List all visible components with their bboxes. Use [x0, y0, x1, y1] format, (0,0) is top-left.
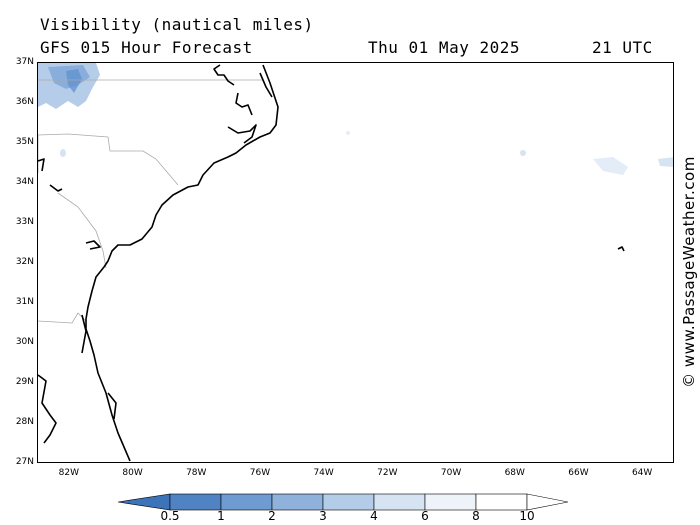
- lat-label: 30N: [15, 337, 34, 347]
- lat-label: 34N: [15, 177, 34, 187]
- visibility-colorbar: [118, 493, 568, 511]
- colorbar-low-arrow: [118, 493, 171, 511]
- forecast-date: Thu 01 May 2025: [368, 38, 520, 57]
- lat-label: 31N: [15, 297, 34, 307]
- forecast-subtitle: GFS 015 Hour Forecast: [40, 38, 253, 57]
- lon-label: 82W: [58, 468, 80, 478]
- colorbar-label: 1: [217, 509, 225, 523]
- credit-text: © www.PassageWeather.com: [680, 156, 698, 388]
- colorbar-label: 3: [319, 509, 327, 523]
- lon-label: 80W: [122, 468, 143, 478]
- lat-label: 27N: [15, 457, 34, 467]
- visibility-shading: [38, 63, 673, 175]
- lat-label: 36N: [15, 97, 34, 107]
- colorbar-segment: [424, 493, 477, 511]
- colorbar-segment: [475, 493, 528, 511]
- lon-label: 78W: [186, 468, 207, 478]
- state-borders: [38, 79, 263, 324]
- colorbar-segment: [169, 493, 222, 511]
- lon-label: 72W: [377, 468, 398, 478]
- lat-label: 37N: [15, 57, 34, 67]
- lon-label: 74W: [313, 468, 334, 478]
- lon-label: 70W: [440, 468, 462, 478]
- map-canvas: [38, 63, 673, 462]
- lat-label: 29N: [15, 377, 34, 387]
- lon-label: 66W: [568, 468, 589, 478]
- lat-label: 32N: [15, 257, 34, 267]
- lon-label: 64W: [631, 468, 653, 478]
- colorbar-label: 2: [268, 509, 276, 523]
- forecast-hour: 21 UTC: [592, 38, 653, 57]
- colorbar-segment: [373, 493, 426, 511]
- colorbar-high-arrow: [526, 493, 568, 511]
- colorbar-label: 10: [519, 509, 535, 523]
- lon-label: 76W: [249, 468, 271, 478]
- map-title: Visibility (nautical miles): [40, 15, 314, 34]
- colorbar-label: 8: [472, 509, 480, 523]
- lon-label: 68W: [504, 468, 525, 478]
- map-area: [37, 62, 674, 463]
- colorbar-segment: [322, 493, 375, 511]
- lat-label: 28N: [15, 417, 34, 427]
- colorbar-label: 6: [421, 509, 429, 523]
- colorbar-segment: [271, 493, 324, 511]
- colorbar-segment: [220, 493, 273, 511]
- colorbar-label: 0.5: [160, 509, 180, 523]
- colorbar-label: 4: [370, 509, 378, 523]
- coastline: [38, 64, 625, 462]
- lat-label: 33N: [15, 217, 34, 227]
- lat-label: 35N: [15, 137, 34, 147]
